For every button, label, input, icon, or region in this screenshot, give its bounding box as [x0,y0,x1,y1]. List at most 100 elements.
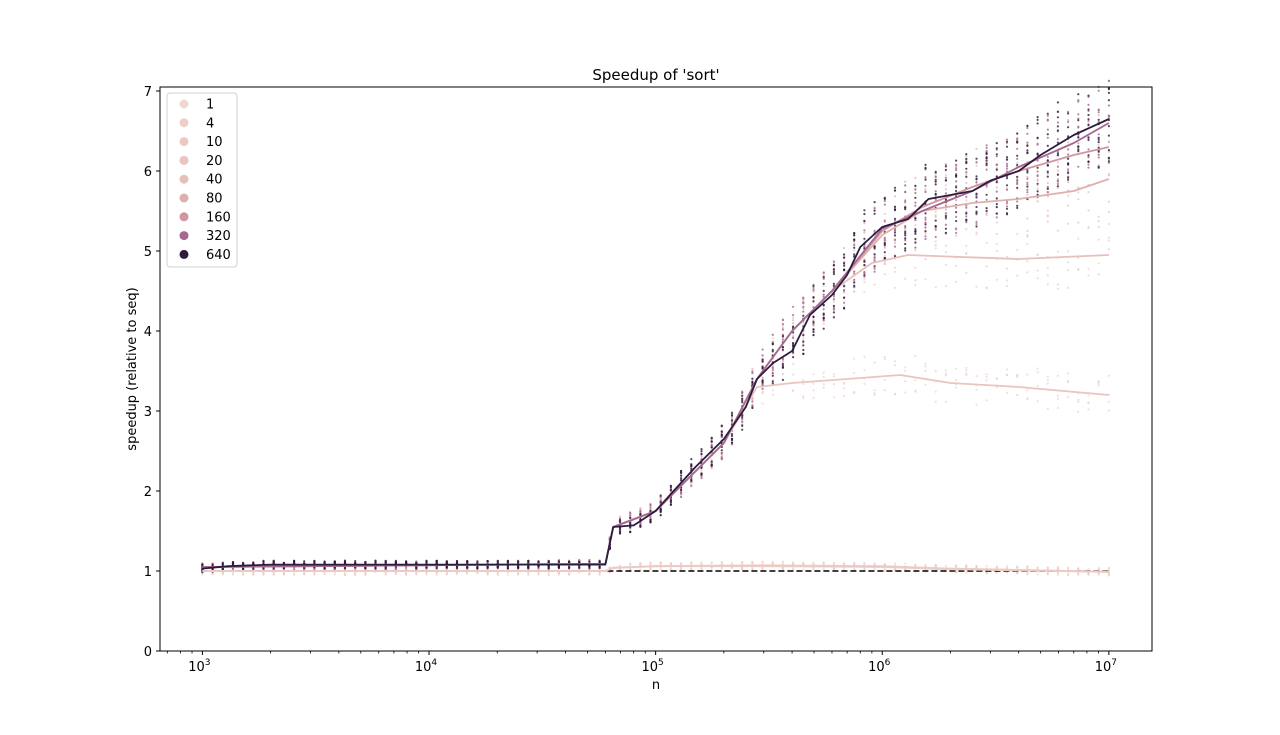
scatter-point [965,369,968,372]
scatter-point [822,295,825,298]
scatter-point [751,567,754,571]
scatter-point [751,370,754,373]
scatter-point [893,563,897,567]
scatter-point [965,206,968,209]
scatter-point [904,568,907,571]
scatter-point [873,389,876,392]
scatter-point [720,562,723,565]
scatter-point [812,300,815,303]
scatter-point [853,270,856,273]
scatter-point [1107,174,1110,177]
scatter-point [873,209,876,212]
scatter-point [985,379,988,382]
scatter-point [405,560,408,563]
scatter-point [832,270,836,274]
scatter-point [863,274,866,277]
scatter-point [1036,116,1039,119]
scatter-point [843,253,846,256]
scatter-point [680,562,683,565]
scatter-point [893,231,897,234]
scatter-point [934,235,937,239]
scatter-point [629,568,632,571]
scatter-point [985,373,988,376]
scatter-point [649,509,652,512]
scatter-point [598,559,601,563]
scatter-point [975,233,978,236]
scatter-point [965,195,968,198]
scatter-point [659,561,662,565]
scatter-point [1097,166,1100,169]
scatter-point [659,514,662,517]
scatter-point [690,467,693,470]
scatter-point [843,264,846,267]
scatter-point [863,229,866,232]
scatter-point [781,345,785,349]
scatter-point [761,348,764,351]
scatter-point [1056,154,1059,157]
scatter-point [944,223,948,226]
scatter-point [965,372,968,375]
scatter-point [955,215,958,218]
scatter-point [802,395,805,398]
scatter-point [904,226,907,229]
scatter-point [1107,91,1110,94]
scatter-point [1036,170,1039,173]
scatter-point [832,260,836,263]
scatter-point [873,392,876,395]
scatter-point [680,491,683,494]
scatter-point [1087,163,1090,166]
scatter-point [303,560,306,563]
scatter-point [934,210,937,213]
scatter-point [955,206,958,209]
scatter-point [853,234,856,237]
y-tick-label: 4 [144,325,152,340]
scatter-point [792,322,795,325]
scatter-point [445,561,448,564]
x-tick-label-exponent: 5 [658,658,664,668]
scatter-point [955,571,958,574]
scatter-point [680,488,683,492]
scatter-point [252,571,255,574]
scatter-point [741,562,744,565]
scatter-point [944,400,948,403]
legend-label-1: 1 [206,98,214,113]
scatter-point [1087,118,1090,121]
legend-marker-40 [179,174,189,184]
scatter-point [1087,209,1090,212]
scatter-point [1067,153,1070,156]
scatter-point [1036,182,1039,185]
y-tick-label: 3 [144,405,152,420]
scatter-point [1036,193,1039,196]
scatter-point [1067,372,1070,375]
scatter-point [1097,572,1100,575]
legend-label-320: 320 [206,229,231,244]
scatter-point [802,301,805,304]
scatter-point [1046,209,1049,212]
scatter-point [741,414,744,417]
scatter-point [262,573,265,577]
scatter-point [812,333,815,337]
scatter-point [893,229,897,232]
scatter-point [1005,202,1009,205]
scatter-point [1026,398,1029,401]
scatter-point [975,220,978,223]
scatter-point [914,241,917,244]
scatter-point [975,182,978,185]
scatter-point [893,234,897,237]
scatter-point [221,561,224,564]
scatter-point [1036,384,1039,387]
scatter-point [995,168,998,171]
scatter-point [1056,229,1059,232]
scatter-point [853,255,856,258]
scatter-point [914,232,917,235]
scatter-point [1097,273,1100,276]
scatter-point [730,432,734,436]
scatter-point [1107,125,1110,128]
scatter-point [802,314,805,317]
scatter-point [242,573,245,576]
scatter-point [863,382,866,385]
scatter-point [1077,268,1080,271]
scatter-point [853,238,856,242]
scatter-point [741,420,744,423]
scatter-point [639,562,642,565]
